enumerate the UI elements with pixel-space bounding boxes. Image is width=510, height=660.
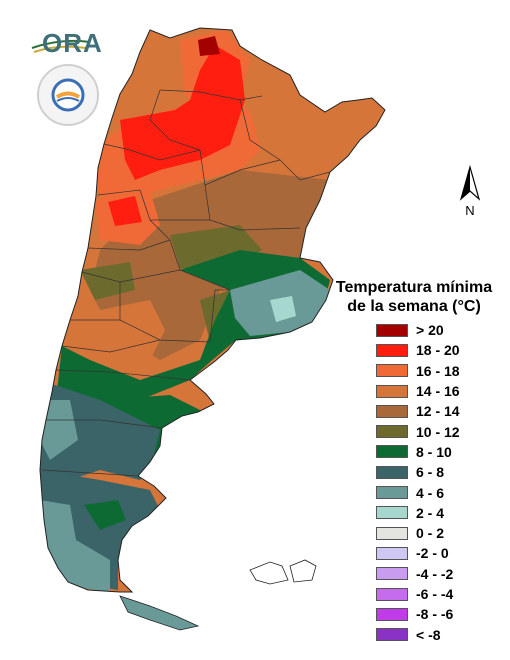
legend-label: 4 - 6 — [416, 484, 445, 501]
legend-label: > 20 — [416, 322, 444, 339]
legend-swatch — [376, 404, 408, 418]
legend-swatch — [376, 587, 408, 601]
legend-item: < -8 — [376, 624, 496, 644]
legend-label: 10 - 12 — [416, 423, 460, 440]
legend-item: 16 - 18 — [376, 361, 496, 381]
legend-swatch — [376, 607, 408, 621]
legend-title-line1: Temperatura mínima — [335, 279, 493, 296]
legend-title: Temperatura mínima de la semana (°C) — [326, 278, 502, 316]
legend-label: 0 - 2 — [416, 525, 445, 542]
legend-item: 18 - 20 — [376, 340, 496, 360]
legend-label: < -8 — [416, 626, 441, 643]
legend-swatch — [376, 384, 408, 398]
legend-label: -8 - -6 — [416, 606, 454, 623]
ora-logo: ORA — [30, 28, 103, 58]
legend-label: 14 - 16 — [416, 383, 460, 400]
legend-swatch — [376, 486, 408, 500]
legend-swatch — [376, 526, 408, 540]
institute-seal — [37, 64, 99, 126]
legend-label: -2 - 0 — [416, 545, 449, 562]
legend-item: -2 - 0 — [376, 543, 496, 563]
ora-swoosh-icon — [31, 39, 91, 53]
legend-swatch — [376, 343, 408, 357]
malvinas-islands — [249, 559, 317, 585]
legend-swatch — [376, 628, 408, 642]
legend-swatch — [376, 567, 408, 581]
north-arrow: N — [455, 165, 485, 220]
legend-swatch — [376, 465, 408, 479]
legend-swatch — [376, 425, 408, 439]
legend-swatch — [376, 546, 408, 560]
tierra-del-fuego — [119, 595, 200, 631]
legend-label: 8 - 10 — [416, 443, 452, 460]
legend-label: -6 - -4 — [416, 586, 454, 602]
legend-label: 12 - 14 — [416, 403, 460, 420]
north-label: N — [465, 203, 475, 218]
legend-swatch — [376, 445, 408, 459]
legend-label: 18 - 20 — [416, 342, 460, 359]
legend-item: -4 - -2 — [376, 564, 496, 584]
legend-item: > 20 — [376, 320, 496, 340]
legend-item: -6 - -4 — [376, 584, 496, 604]
legend-item: -8 - -6 — [376, 604, 496, 624]
legend: > 20 18 - 20 16 - 18 14 - 16 12 - 14 10 - 12 8… — [376, 320, 496, 645]
legend-swatch — [376, 323, 408, 337]
legend-item: 8 - 10 — [376, 442, 496, 462]
country-outline — [39, 27, 386, 593]
legend-swatch — [376, 364, 408, 378]
legend-swatch — [376, 506, 408, 520]
legend-item: 10 - 12 — [376, 421, 496, 441]
legend-label: 2 - 4 — [416, 504, 445, 521]
legend-label: 6 - 8 — [416, 464, 445, 481]
north-arrow-icon — [459, 165, 481, 201]
legend-item: 0 - 2 — [376, 523, 496, 543]
legend-item: 12 - 14 — [376, 401, 496, 421]
legend-item: 14 - 16 — [376, 381, 496, 401]
legend-item: 2 - 4 — [376, 503, 496, 523]
legend-item: 4 - 6 — [376, 482, 496, 502]
province-borders — [41, 89, 331, 477]
institute-seal-icon — [51, 78, 85, 112]
ora-logo-text: ORA — [42, 28, 103, 58]
legend-title-line2: de la semana (°C) — [347, 298, 481, 315]
legend-label: -4 - -2 — [416, 565, 454, 582]
legend-item: 6 - 8 — [376, 462, 496, 482]
legend-label: 16 - 18 — [416, 362, 460, 379]
